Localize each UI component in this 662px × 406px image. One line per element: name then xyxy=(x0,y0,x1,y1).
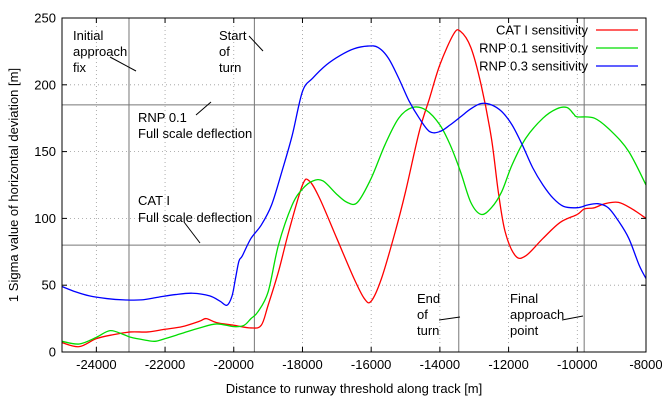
x-tick-label: -20000 xyxy=(214,357,254,372)
annotation-text: End xyxy=(417,291,440,306)
x-tick-label: -8000 xyxy=(629,357,662,372)
annotation-text: Full scale deflection xyxy=(138,210,252,225)
y-tick-label: 0 xyxy=(49,345,56,360)
annotation-text: of xyxy=(417,307,428,322)
x-tick-label: -12000 xyxy=(488,357,528,372)
x-tick-label: -10000 xyxy=(557,357,597,372)
legend-label: RNP 0.1 sensitivity xyxy=(479,41,588,56)
reference-lines xyxy=(62,18,646,352)
x-axis-title: Distance to runway threshold along track… xyxy=(226,381,483,396)
annotation-text: RNP 0.1 xyxy=(138,110,187,125)
annotation-leader-line xyxy=(109,56,137,72)
y-tick-label: 100 xyxy=(34,211,56,226)
annotation-text: approach xyxy=(73,44,127,59)
annotation-text: Full scale deflection xyxy=(138,126,252,141)
x-tick-label: -18000 xyxy=(282,357,322,372)
y-tick-label: 200 xyxy=(34,77,56,92)
annotation-leader-line xyxy=(438,316,461,321)
y-tick-label: 150 xyxy=(34,144,56,159)
x-tick-label: -22000 xyxy=(145,357,185,372)
series-line-rnp-0-1-sensitivity xyxy=(61,106,647,345)
annotation-text: approach xyxy=(510,307,564,322)
y-axis-title: 1 Sigma value of horizontal deviation [m… xyxy=(6,68,21,302)
annotation-text: Start xyxy=(219,28,247,43)
annotation-text: turn xyxy=(417,323,439,338)
annotation-text: Final xyxy=(510,291,538,306)
series-layer xyxy=(61,29,647,348)
annotation-text: Initial xyxy=(73,28,103,43)
annotation-text: fix xyxy=(73,60,87,75)
series-line-rnp-0-3-sensitivity xyxy=(61,45,647,307)
plot-frame xyxy=(61,17,647,353)
legend: CAT I sensitivity RNP 0.1 sensitivity RNP … xyxy=(479,23,638,74)
annotation-text: CAT I xyxy=(138,193,170,208)
axis-ticks: -24000 -22000 -20000 -18000 -16000 -14000 -120… xyxy=(34,11,662,373)
annotation-text: turn xyxy=(219,60,241,75)
annotation-text: point xyxy=(510,323,539,338)
grid xyxy=(62,18,646,352)
x-tick-label: -16000 xyxy=(351,357,391,372)
x-tick-label: -24000 xyxy=(76,357,116,372)
annotation-leader-line xyxy=(183,221,201,244)
series-line-cat-i-sensitivity xyxy=(61,29,647,348)
annotation: CAT I Full scale deflection xyxy=(138,193,252,244)
legend-label: CAT I sensitivity xyxy=(496,23,588,38)
y-tick-label: 50 xyxy=(42,278,56,293)
x-tick-label: -14000 xyxy=(420,357,460,372)
legend-label: RNP 0.3 sensitivity xyxy=(479,59,588,74)
annotation-leader-line xyxy=(195,101,212,116)
annotation-text: of xyxy=(219,44,230,59)
y-tick-label: 250 xyxy=(34,11,56,26)
annotation-leader-line xyxy=(248,35,264,52)
annotation-leader-line xyxy=(561,315,584,321)
